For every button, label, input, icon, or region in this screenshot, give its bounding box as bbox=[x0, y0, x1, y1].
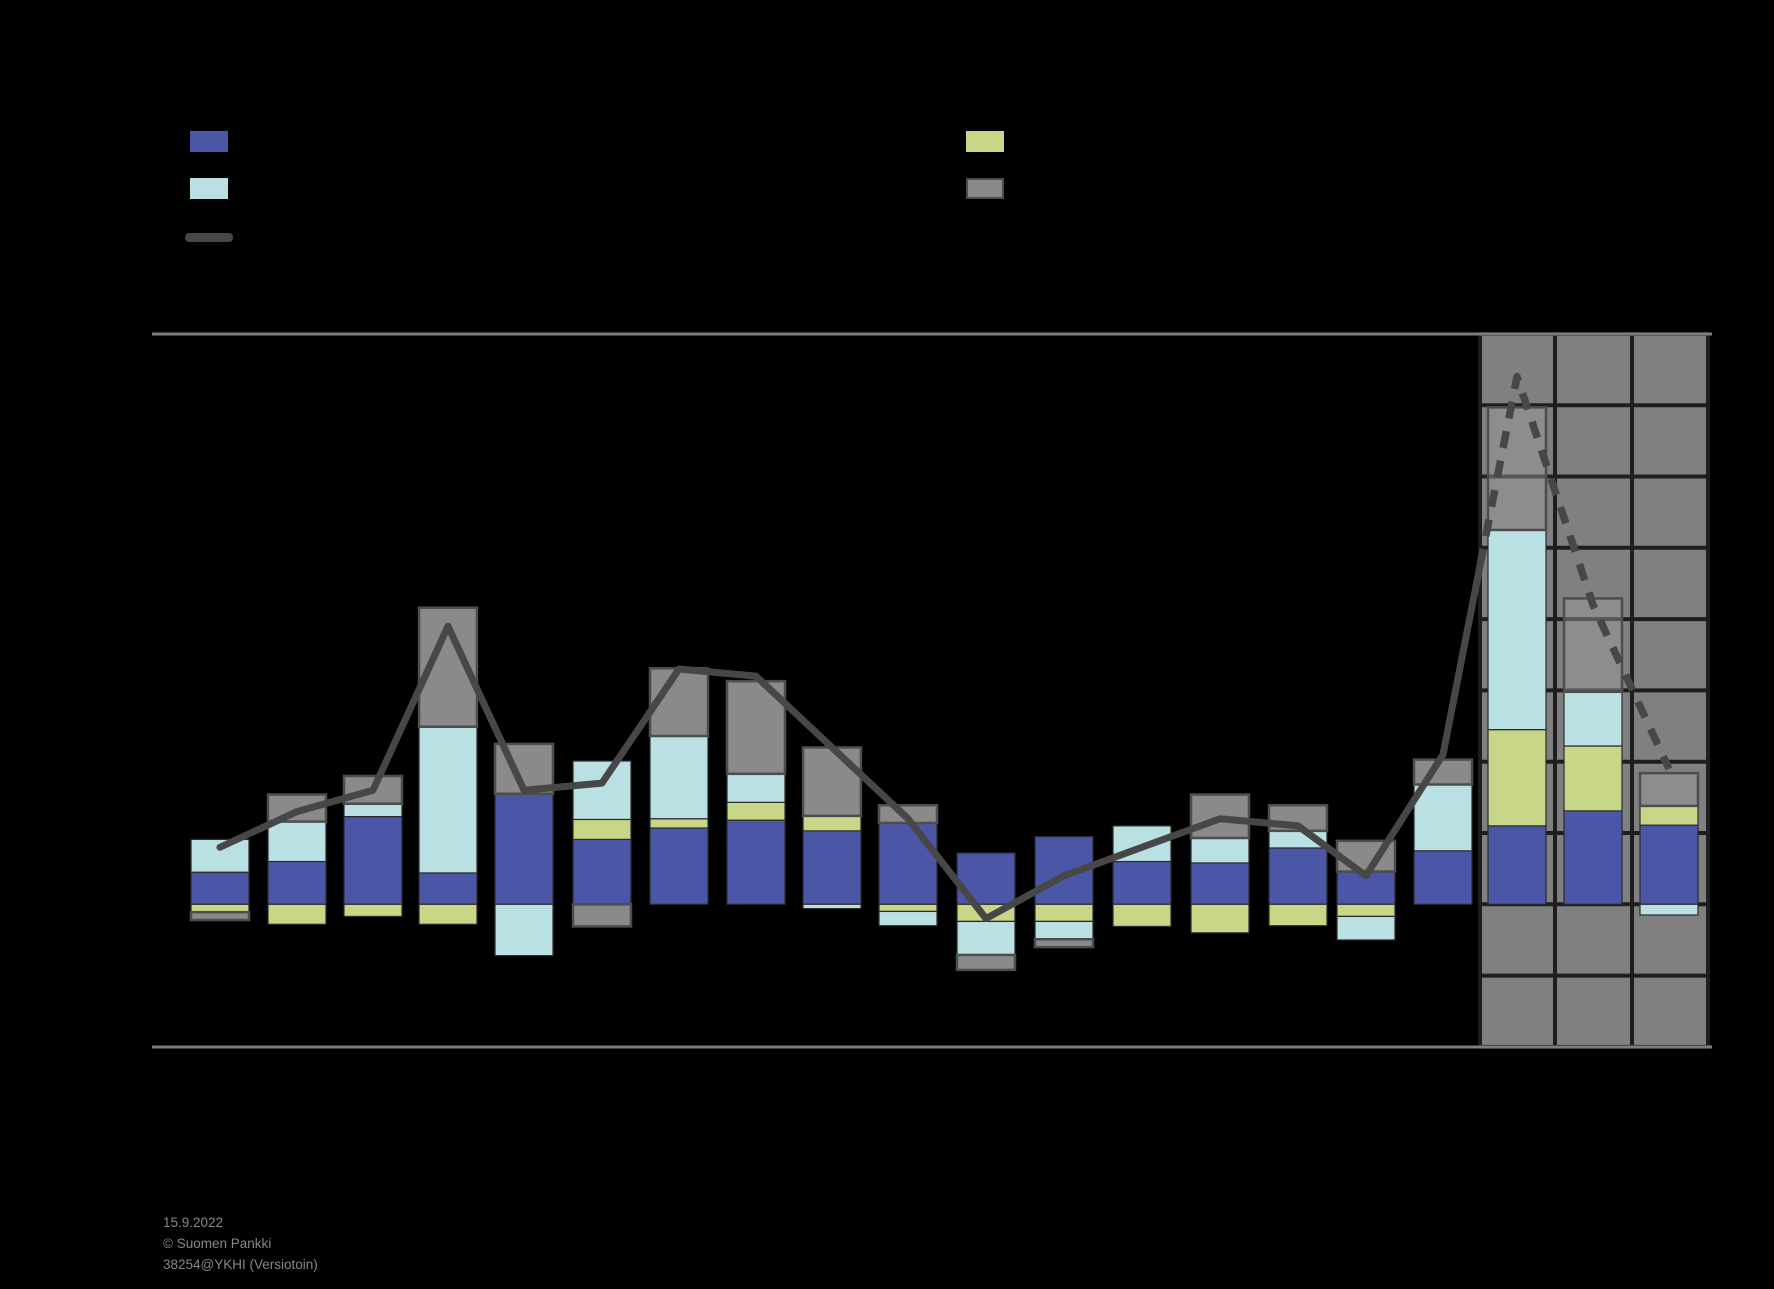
bar-segment-gray bbox=[801, 746, 863, 818]
bar-segment-blue bbox=[1112, 860, 1172, 905]
bar-segment-gray bbox=[571, 903, 633, 928]
bar-segment-yellow bbox=[1112, 903, 1172, 928]
bar-segment-cyan bbox=[878, 910, 938, 927]
bar-segment-cyan bbox=[1190, 837, 1250, 864]
bar-segment-cyan bbox=[418, 726, 478, 874]
bar-segment-gray bbox=[189, 910, 251, 922]
bar-segment-blue bbox=[190, 871, 250, 905]
bar-segment-cyan bbox=[267, 820, 327, 863]
bar-segment-blue bbox=[418, 872, 478, 905]
bar-segment-cyan bbox=[649, 735, 709, 820]
bar-segment-yellow bbox=[267, 903, 327, 925]
bar-segment-blue bbox=[878, 822, 938, 905]
bar-segment-blue bbox=[494, 793, 554, 905]
bar-segment-yellow bbox=[1336, 903, 1396, 918]
bar-segment-blue bbox=[726, 819, 786, 905]
bar-segment-yellow bbox=[1563, 745, 1623, 812]
footer-date: 15.9.2022 bbox=[163, 1215, 224, 1230]
inflation-line-forecast-dashed bbox=[1476, 372, 1673, 771]
footer-source-id: 38254@YKHI (Versiotoin) bbox=[163, 1257, 318, 1272]
chart-footer: 15.9.2022 © Suomen Pankki 38254@YKHI (Ve… bbox=[163, 1212, 318, 1275]
bar-segment-cyan bbox=[1639, 903, 1699, 916]
bar-segment-blue bbox=[267, 860, 327, 905]
legend-swatch-gray-icon bbox=[966, 178, 1004, 199]
bar-segment-cyan bbox=[1034, 920, 1094, 940]
legend-swatch-blue-icon bbox=[190, 131, 228, 152]
bar-segment-yellow bbox=[572, 818, 632, 841]
bar-segment-blue bbox=[1268, 847, 1328, 905]
footer-copyright: © Suomen Pankki bbox=[163, 1236, 272, 1251]
bar-segment-gray bbox=[955, 953, 1017, 972]
bar-segment-blue bbox=[1487, 825, 1547, 905]
bar-segment-blue bbox=[802, 830, 862, 905]
bar-segment-cyan bbox=[343, 803, 403, 818]
bar-segment-yellow bbox=[1487, 729, 1547, 827]
bar-segment-cyan bbox=[1336, 915, 1396, 941]
bar-segment-yellow bbox=[1639, 805, 1699, 826]
bar-segment-cyan bbox=[572, 760, 632, 821]
bar-segment-yellow bbox=[343, 903, 403, 918]
bar-segment-yellow bbox=[1268, 903, 1328, 927]
bar-segment-yellow bbox=[1190, 903, 1250, 934]
bar-segment-blue bbox=[1639, 824, 1699, 905]
bar-segment-cyan bbox=[1487, 529, 1547, 731]
bar-segment-cyan bbox=[494, 903, 554, 957]
bar-segment-yellow bbox=[649, 818, 709, 829]
bar-segment-yellow bbox=[726, 801, 786, 821]
bar-segment-gray bbox=[1562, 597, 1624, 694]
legend-swatch-yellow-icon bbox=[966, 131, 1004, 152]
bar-segment-cyan bbox=[1563, 691, 1623, 747]
bar-segment-cyan bbox=[726, 773, 786, 803]
bar-segment-blue bbox=[1563, 810, 1623, 905]
bar-segment-blue bbox=[1413, 850, 1473, 905]
bar-segment-cyan bbox=[802, 903, 862, 910]
bar-segment-cyan bbox=[956, 920, 1016, 956]
bar-segment-blue bbox=[572, 838, 632, 905]
bar-segment-gray bbox=[1033, 937, 1095, 949]
bar-segment-blue bbox=[1190, 862, 1250, 905]
bar-segment-blue bbox=[343, 816, 403, 905]
bar-segment-cyan bbox=[1413, 783, 1473, 852]
bar-segment-yellow bbox=[418, 903, 478, 925]
legend-swatch-line-icon bbox=[185, 233, 233, 242]
bar-segment-yellow bbox=[878, 903, 938, 913]
bar-segment-gray bbox=[1638, 771, 1700, 808]
bar-segment-yellow bbox=[802, 815, 862, 832]
legend-swatch-cyan-icon bbox=[190, 178, 228, 199]
bar-segment-blue bbox=[649, 827, 709, 905]
inflation-line-solid bbox=[216, 562, 1484, 923]
bar-segment-yellow bbox=[1034, 903, 1094, 923]
